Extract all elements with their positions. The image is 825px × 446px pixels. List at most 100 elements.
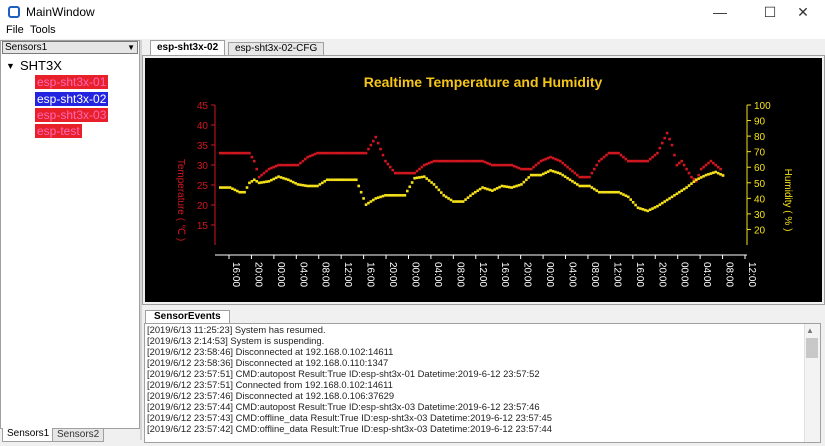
temperature-point bbox=[597, 159, 601, 163]
temperature-point bbox=[699, 167, 703, 171]
menu-tools[interactable]: Tools bbox=[30, 24, 56, 36]
temperature-point bbox=[274, 164, 278, 168]
tab-sensor-events[interactable]: SensorEvents bbox=[145, 310, 230, 323]
menu-file[interactable]: File bbox=[6, 24, 24, 36]
window-title: MainWindow bbox=[26, 5, 95, 19]
temperature-point bbox=[250, 155, 254, 159]
temperature-point bbox=[330, 151, 334, 155]
temperature-point bbox=[563, 163, 567, 167]
temperature-point bbox=[228, 151, 232, 155]
humidity-point bbox=[296, 183, 300, 186]
temperature-point bbox=[629, 159, 633, 163]
temperature-point bbox=[223, 151, 227, 155]
humidity-point bbox=[432, 183, 436, 186]
sensor-group-select[interactable]: Sensors1 ▼ bbox=[2, 41, 138, 54]
humidity-point bbox=[675, 192, 679, 196]
humidity-point bbox=[707, 173, 710, 176]
temperature-point bbox=[600, 157, 603, 161]
temperature-point bbox=[478, 159, 482, 163]
temperature-point bbox=[525, 167, 528, 171]
temperature-point bbox=[355, 151, 358, 155]
x-tick-label: 16:00 bbox=[499, 262, 510, 287]
temperature-point bbox=[634, 159, 637, 163]
tree-item-esp-sht3x-01[interactable]: esp-sht3x-01 bbox=[35, 75, 109, 89]
collapse-icon[interactable]: ▼ bbox=[6, 61, 15, 71]
humidity-point bbox=[648, 208, 652, 212]
panel-splitter[interactable] bbox=[140, 40, 142, 440]
close-button[interactable]: ✕ bbox=[797, 3, 809, 20]
temperature-point bbox=[522, 167, 526, 171]
tree-item-esp-sht3x-02[interactable]: esp-sht3x-02 bbox=[35, 92, 109, 106]
humidity-point bbox=[665, 198, 669, 202]
humidity-point bbox=[685, 186, 688, 189]
temperature-humidity-chart: Realtime Temperature and Humidity 15 20 25… bbox=[145, 58, 822, 302]
temperature-point bbox=[687, 171, 691, 175]
x-tick-label: 20:00 bbox=[522, 262, 533, 287]
humidity-point bbox=[316, 184, 319, 188]
scroll-up-icon[interactable]: ▲ bbox=[806, 326, 814, 335]
humidity-point bbox=[527, 176, 531, 179]
humidity-point bbox=[702, 174, 705, 178]
humidity-point bbox=[301, 183, 305, 187]
tree-root-sht3x[interactable]: SHT3X bbox=[20, 58, 62, 73]
humidity-point bbox=[408, 185, 412, 189]
humidity-point bbox=[663, 200, 667, 203]
temperature-point bbox=[707, 161, 710, 165]
temperature-point bbox=[255, 167, 259, 171]
maximize-button[interactable]: ☐ bbox=[763, 3, 777, 20]
tree-item-esp-sht3x-03[interactable]: esp-sht3x-03 bbox=[35, 108, 109, 122]
temperature-point bbox=[697, 173, 701, 177]
temperature-point bbox=[636, 159, 640, 163]
temperature-point bbox=[340, 151, 344, 155]
humidity-point bbox=[250, 180, 254, 183]
humidity-point bbox=[580, 184, 584, 188]
event-log bbox=[144, 323, 821, 443]
humidity-point bbox=[240, 190, 244, 194]
temperature-point bbox=[398, 171, 402, 175]
temperature-point bbox=[287, 163, 290, 167]
humidity-point bbox=[321, 181, 324, 185]
humidity-point bbox=[306, 184, 310, 188]
humidity-point bbox=[323, 180, 327, 183]
log-line: [2019/6/12 23:58:46] Disconnected at 192… bbox=[147, 346, 394, 357]
humidity-point bbox=[551, 169, 555, 173]
humidity-point bbox=[578, 184, 582, 188]
humidity-point bbox=[267, 180, 271, 183]
scroll-thumb[interactable] bbox=[806, 338, 818, 358]
humidity-point bbox=[423, 175, 426, 178]
x-tick-label: 20:00 bbox=[252, 262, 263, 287]
temperature-point bbox=[680, 159, 684, 163]
humidity-point bbox=[554, 170, 557, 174]
temperature-point bbox=[619, 153, 623, 157]
humidity-point bbox=[391, 194, 395, 197]
humidity-point bbox=[474, 190, 477, 194]
humidity-point bbox=[457, 200, 460, 203]
humidity-point bbox=[520, 183, 523, 186]
humidity-point bbox=[369, 200, 373, 203]
temperature-point bbox=[316, 151, 319, 155]
tab-esp-sht3x-02-cfg[interactable]: esp-sht3x-02-CFG bbox=[228, 42, 325, 55]
y-tick-label-right: 70 bbox=[754, 148, 766, 159]
y-tick-label-left: 45 bbox=[197, 101, 209, 112]
temperature-point bbox=[449, 159, 453, 163]
log-line: [2019/6/12 23:58:36] Disconnected at 192… bbox=[147, 357, 389, 368]
temperature-point bbox=[476, 159, 480, 163]
y-tick-label-left: 40 bbox=[197, 121, 209, 132]
x-tick-label: 20:00 bbox=[656, 262, 667, 287]
temperature-point bbox=[675, 163, 679, 167]
temperature-point bbox=[313, 152, 317, 156]
humidity-point bbox=[539, 173, 543, 177]
humidity-point bbox=[712, 171, 715, 175]
humidity-point bbox=[631, 201, 635, 204]
tab-sensors2[interactable]: Sensors2 bbox=[52, 428, 105, 442]
temperature-point bbox=[221, 151, 225, 155]
humidity-point bbox=[512, 185, 516, 189]
humidity-point bbox=[595, 189, 599, 192]
temperature-point bbox=[265, 169, 268, 173]
minimize-button[interactable]: — bbox=[713, 4, 727, 20]
tree-item-esp-test[interactable]: esp-test bbox=[35, 124, 82, 138]
tab-esp-sht3x-02[interactable]: esp-sht3x-02 bbox=[150, 40, 226, 55]
temperature-point bbox=[299, 161, 302, 165]
tab-sensors1[interactable]: Sensors1 bbox=[2, 428, 55, 442]
humidity-point bbox=[279, 176, 283, 179]
